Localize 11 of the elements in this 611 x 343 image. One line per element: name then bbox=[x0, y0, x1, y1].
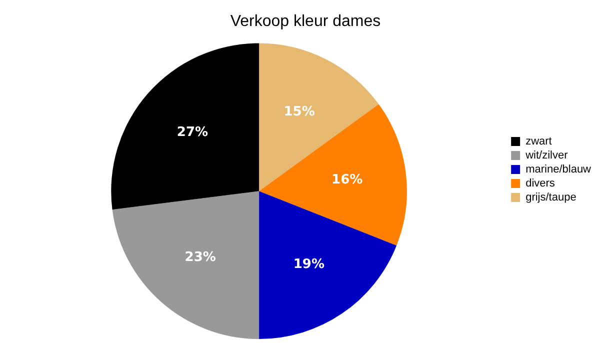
data-label: 23% bbox=[184, 250, 216, 266]
legend-label: zwart bbox=[526, 136, 552, 148]
legend-label: divers bbox=[526, 178, 556, 190]
chart-title: Verkoop kleur dames bbox=[230, 13, 381, 30]
data-label: 15% bbox=[284, 104, 315, 120]
data-label: 19% bbox=[293, 256, 324, 272]
legend-label: wit/zilver bbox=[524, 150, 568, 162]
legend-label: grijs/taupe bbox=[526, 192, 576, 204]
legend-label: marine/blauw bbox=[526, 164, 592, 176]
data-label: 27% bbox=[176, 124, 208, 140]
data-label: 16% bbox=[332, 172, 363, 188]
